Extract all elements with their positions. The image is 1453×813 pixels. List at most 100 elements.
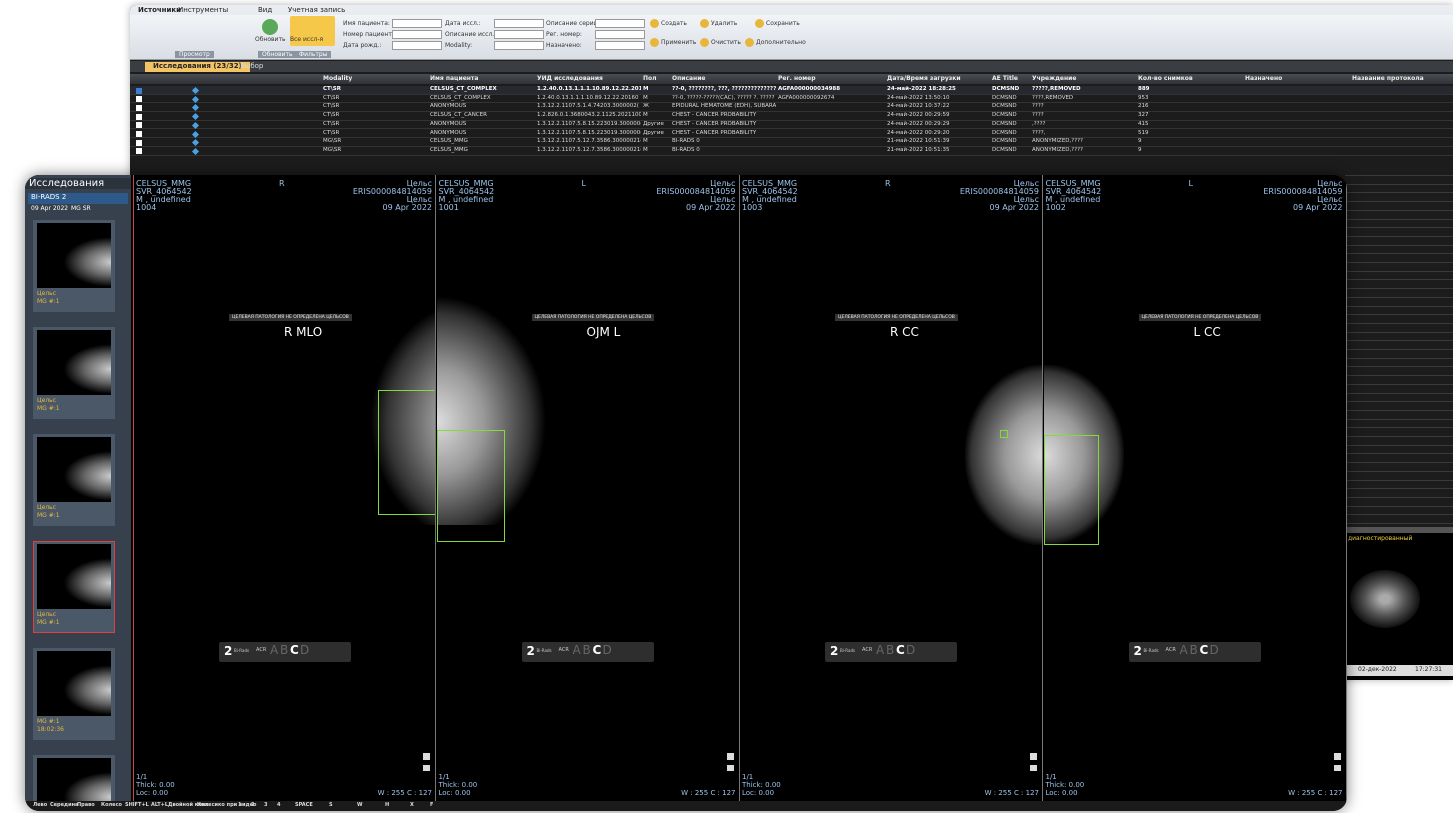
viewport[interactable]: CELSUS_MMG SVR_4064542 M , undefined 1002 L Ц… (1043, 175, 1347, 801)
empty-row-line (1345, 235, 1453, 237)
table-row[interactable] (130, 138, 1453, 147)
table-cell: MG\SR (323, 138, 342, 145)
column-header[interactable]: Рег. номер (778, 75, 816, 82)
study-dropdown[interactable]: BI-RADS 2 (28, 193, 128, 204)
table-cell: CHEST - CANCER PROBABILITY (672, 129, 757, 136)
row-checkbox[interactable] (136, 96, 142, 103)
filter-input[interactable] (494, 30, 544, 39)
column-header[interactable]: Кол-во снимков (1138, 75, 1193, 82)
print-icon[interactable] (1333, 753, 1341, 760)
row-checkbox[interactable] (136, 113, 142, 120)
row-checkbox[interactable] (136, 87, 142, 94)
viewport[interactable]: CELSUS_MMG SVR_4064542 M , undefined 1004 R Ц… (133, 175, 436, 801)
viewport[interactable]: CELSUS_MMG SVR_4064542 M , undefined 1001 L Ц… (436, 175, 740, 801)
action-button[interactable]: Удалить (711, 20, 738, 27)
action-button[interactable]: Применить (661, 39, 697, 46)
tab[interactable]: Выбор (240, 62, 264, 70)
filter-input[interactable] (392, 19, 442, 28)
column-header[interactable]: Назначено (1245, 75, 1283, 82)
print-icon[interactable] (423, 753, 430, 760)
empty-row-line (1345, 218, 1453, 220)
table-cell: DCMSND (992, 146, 1017, 153)
filter-input[interactable] (494, 41, 544, 50)
print-icon[interactable] (1030, 753, 1037, 760)
table-row[interactable] (130, 121, 1453, 130)
table-cell: 216 (1138, 103, 1149, 110)
ct-image (1350, 570, 1420, 628)
table-row[interactable] (130, 95, 1453, 104)
row-checkbox[interactable] (136, 139, 142, 146)
empty-row-line (1345, 270, 1453, 272)
status-item: Колесико при видео (197, 802, 257, 808)
table-row[interactable] (130, 112, 1453, 121)
menu-item[interactable]: Инструменты (178, 6, 229, 14)
overlay-text: CELSUS_MMG (742, 179, 798, 188)
table-row[interactable] (130, 147, 1453, 156)
side-label: L (581, 179, 586, 188)
camera-icon[interactable] (1333, 765, 1341, 771)
filter-input[interactable] (595, 41, 645, 50)
filter-input[interactable] (392, 30, 442, 39)
filter-input[interactable] (595, 19, 645, 28)
side-date: 02-дек-2022 (1358, 666, 1397, 673)
column-header[interactable]: Modality (323, 75, 353, 82)
column-header[interactable]: Имя пациента (430, 75, 479, 82)
menu-item[interactable]: Учетная запись (288, 6, 346, 14)
status-item: 2 (251, 802, 255, 808)
tab[interactable]: Исследования (23/32) (145, 62, 250, 72)
toolbar-button[interactable]: Обновить (255, 36, 286, 43)
column-header[interactable]: Пол (643, 75, 657, 82)
action-button[interactable]: Очистить (711, 39, 741, 46)
column-header[interactable]: AE Title (992, 75, 1018, 82)
action-button[interactable]: Создать (661, 20, 687, 27)
overlay-text: Цельс (710, 195, 736, 204)
empty-row-line (1345, 183, 1453, 185)
camera-icon[interactable] (1030, 765, 1037, 771)
row-checkbox[interactable] (136, 131, 142, 137)
side-label: L (1188, 179, 1193, 188)
detection-box (1043, 435, 1099, 545)
table-cell: CT\SR (323, 86, 341, 92)
column-header[interactable]: УИД исследования (537, 75, 603, 82)
menu-item[interactable]: Вид (258, 6, 273, 14)
table-cell: 1.2.826.0.1.3680043.2.1125.2021100 (537, 112, 641, 119)
camera-icon[interactable] (726, 765, 734, 771)
table-cell: 1.3.12.2.1107.5.1.4.74203.3000002( (537, 103, 639, 110)
table-cell: M (643, 112, 648, 119)
column-header[interactable]: Дата/Время загрузки (887, 75, 961, 82)
density-letter: B (582, 643, 591, 657)
filter-input[interactable] (494, 19, 544, 28)
table-row[interactable] (130, 130, 1453, 139)
viewer-window: Исследования BI-RADS 2 09 Apr 2022 MG SR Цел… (25, 175, 1347, 811)
overlay-text: CELSUS_MMG (136, 179, 192, 188)
table-cell: 21-май-2022 10:51:39 (887, 138, 950, 145)
action-button[interactable]: Дополнительно (756, 39, 806, 46)
filter-input[interactable] (392, 41, 442, 50)
density-letter: D (1209, 643, 1219, 657)
overlay-text: Цельс (406, 179, 432, 188)
table-cell: CELSUS_MMG (430, 146, 468, 153)
toolbar-button[interactable]: Все иссл-я (290, 36, 324, 43)
viewport[interactable]: CELSUS_MMG SVR_4064542 M , undefined 1003 R Ц… (740, 175, 1043, 801)
table-cell: ANONYMIZED,???? (1032, 138, 1083, 145)
table-row[interactable] (130, 86, 1453, 95)
empty-row-line (1345, 418, 1453, 420)
row-checkbox[interactable] (136, 122, 142, 129)
print-icon[interactable] (726, 753, 734, 760)
overlay-text: 1/1 (136, 773, 148, 781)
column-header[interactable]: Описание (672, 75, 706, 82)
menu-item[interactable]: Источники (138, 6, 182, 14)
action-button[interactable]: Сохранить (766, 20, 800, 27)
camera-icon[interactable] (423, 765, 430, 771)
table-row[interactable] (130, 103, 1453, 113)
density-letter: B (280, 643, 289, 657)
birads-panel (825, 642, 957, 662)
toolbar-group: Фильтры (295, 51, 332, 58)
row-checkbox[interactable] (136, 148, 142, 155)
side-label: R (279, 179, 285, 188)
filter-input[interactable] (595, 30, 645, 39)
row-checkbox[interactable] (136, 104, 142, 111)
column-header[interactable]: Учреждение (1032, 75, 1077, 82)
table-cell: 889 (1138, 86, 1150, 92)
column-header[interactable]: Название протокола (1352, 75, 1424, 82)
